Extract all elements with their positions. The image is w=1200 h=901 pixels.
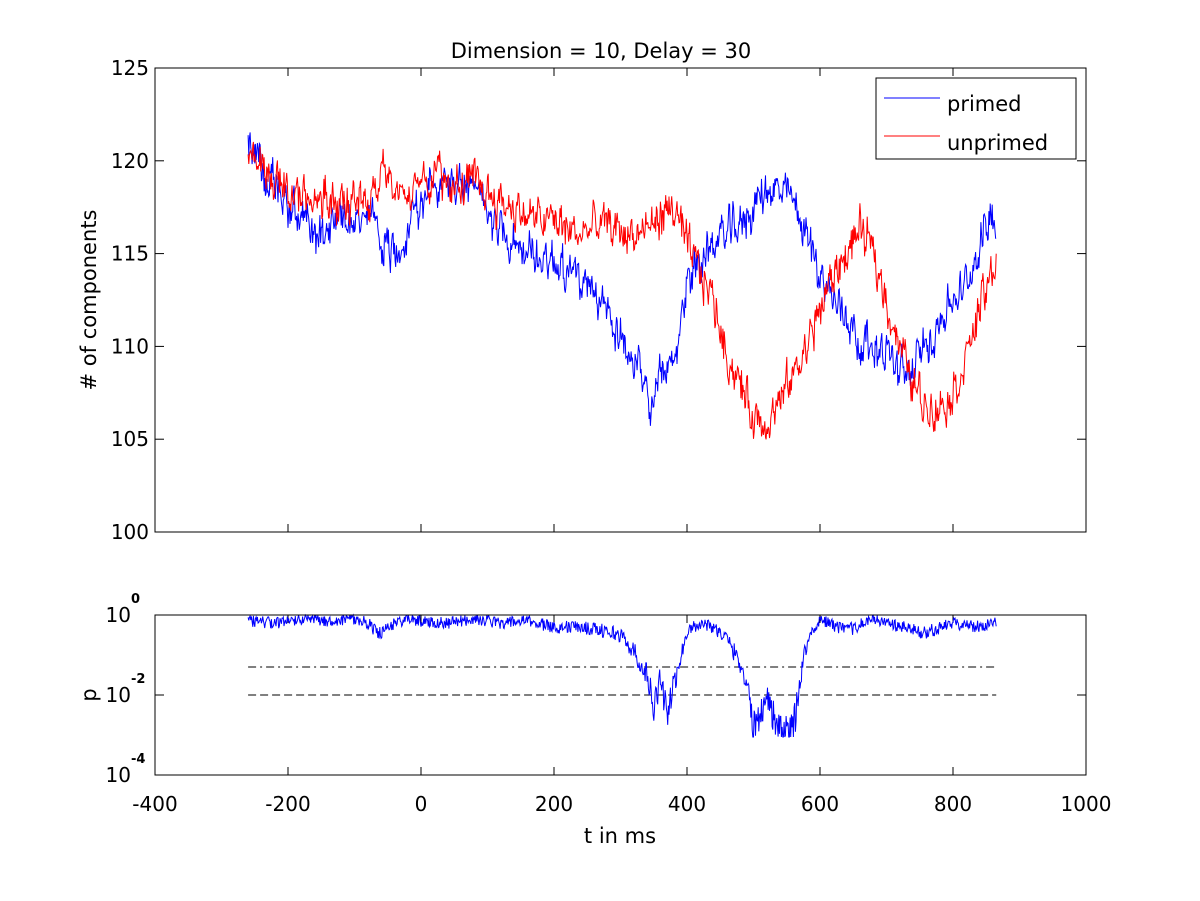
top-series-group <box>247 132 997 440</box>
top-y-tick-labels: 100 105 110 115 120 125 <box>111 56 149 544</box>
bottom-reference-lines <box>248 666 997 696</box>
bottom-x-tick-label: -400 <box>132 792 177 816</box>
bottom-x-tick-label: 600 <box>801 792 839 816</box>
bottom-x-tick-label: -200 <box>265 792 310 816</box>
legend: primed unprimed <box>875 77 1077 160</box>
top-y-tick-label: 110 <box>111 334 149 358</box>
top-plot-frame <box>154 67 1087 533</box>
bottom-x-tick-labels: -400 -200 0 200 400 600 800 1000 <box>132 792 1111 816</box>
series-line-primed <box>247 132 997 426</box>
bottom-series-group <box>247 613 997 738</box>
bottom-x-tick-label: 400 <box>668 792 706 816</box>
top-y-tick-label: 105 <box>111 427 149 451</box>
p-value-series-line <box>247 613 997 738</box>
legend-unprimed-label: unprimed <box>947 131 1048 155</box>
top-y-tick-label: 100 <box>111 520 149 544</box>
series-line-unprimed <box>247 141 997 440</box>
top-y-tick-label: 120 <box>111 149 149 173</box>
chart-title: Dimension = 10, Delay = 30 <box>451 39 752 63</box>
top-y-tick-label: 125 <box>111 56 149 80</box>
top-y-tick-label: 115 <box>111 242 149 266</box>
bottom-y-axis-label: p <box>77 688 101 701</box>
bottom-y-tick-base: 10 <box>106 763 131 787</box>
bottom-x-tick-label: 1000 <box>1061 792 1112 816</box>
top-plot: Dimension = 10, Delay = 30 1001051101151… <box>77 39 1087 544</box>
bottom-y-tick-base: 10 <box>106 603 131 627</box>
bottom-plot-frame <box>154 614 1087 776</box>
bottom-y-tick-base: 10 <box>106 683 131 707</box>
bottom-x-tick-label: 200 <box>535 792 573 816</box>
bottom-y-tick-exponent: -4 <box>131 752 145 767</box>
bottom-x-tick-label: 800 <box>934 792 972 816</box>
top-y-axis-label: # of components <box>77 210 101 391</box>
bottom-y-tick-exponent: -2 <box>131 672 145 687</box>
legend-primed-label: primed <box>947 92 1022 116</box>
legend-box <box>875 77 1077 160</box>
x-axis-label: t in ms <box>584 824 656 848</box>
bottom-x-tick-label: 0 <box>415 792 428 816</box>
bottom-y-tick-exponent: 0 <box>131 592 140 607</box>
